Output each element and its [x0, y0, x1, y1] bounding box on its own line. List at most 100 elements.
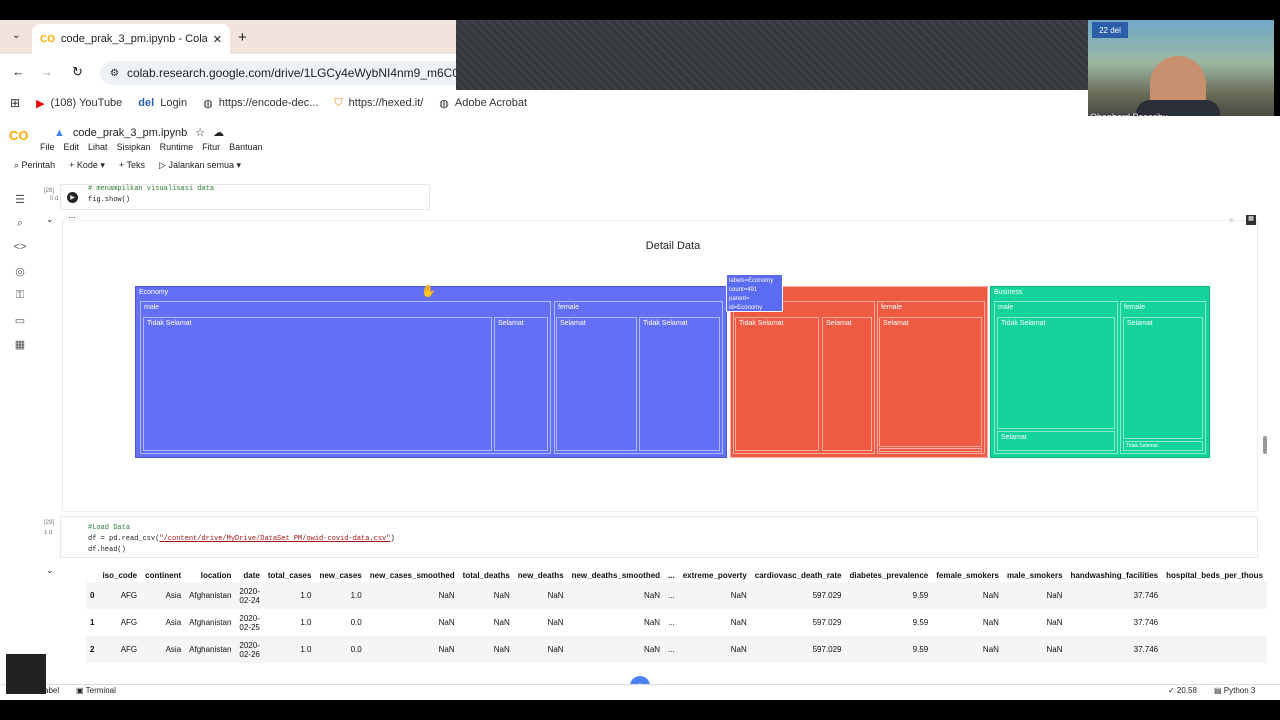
- menu-help[interactable]: Bantuan: [229, 142, 263, 152]
- plot-camera-icon[interactable]: ⌾: [1229, 216, 1234, 225]
- bookmark-login[interactable]: del Login: [138, 97, 188, 109]
- close-tab-icon[interactable]: ✕: [212, 33, 222, 46]
- table-column-header: date: [243, 570, 260, 580]
- kernel-icon: ▤: [1214, 686, 1224, 695]
- table-cell: NaN: [458, 582, 514, 609]
- command-search-button[interactable]: ⌕ Perintah: [14, 160, 56, 170]
- table-column-header: ...: [668, 570, 675, 580]
- table-cell: AFG: [98, 636, 142, 663]
- toc-icon[interactable]: ☰: [15, 194, 25, 206]
- table-cell: AFG: [98, 582, 142, 609]
- treemap-economy-female-tidak[interactable]: Tidak Selamat: [639, 317, 720, 451]
- notebook-header: ▲ code_prak_3_pm.ipynb ☆ ☁: [54, 126, 224, 140]
- treemap-business-female-selamat[interactable]: Selamat: [1123, 317, 1203, 439]
- treemap-business-male-selamat[interactable]: Selamat: [997, 431, 1115, 451]
- table-cell: ...: [668, 618, 675, 627]
- table-cell: 1: [90, 618, 95, 627]
- scrollbar-thumb[interactable]: [1263, 436, 1267, 454]
- code-cell-2[interactable]: [60, 516, 1258, 558]
- csv-path-string: "/content/drive/MyDrive/DataSet PM/owid-…: [159, 535, 391, 543]
- treemap-first-male-tidak[interactable]: Tidak Selamat: [735, 317, 819, 451]
- table-column-header: handwashing_facilities: [1070, 570, 1159, 580]
- menu-tools[interactable]: Fitur: [202, 142, 221, 152]
- add-code-button[interactable]: + Kode ▾: [69, 160, 105, 170]
- treemap-business-female-tidak[interactable]: Tidak Selamat: [1123, 441, 1203, 451]
- bookmark-hexed[interactable]: ⛉ https://hexed.it/: [334, 96, 424, 110]
- tab-list-chevron-icon[interactable]: ⌄: [12, 30, 21, 41]
- address-bar[interactable]: ⚙ colab.research.google.com/drive/1LGCy4…: [100, 61, 456, 85]
- apps-grid-icon[interactable]: ⊞: [10, 96, 21, 110]
- plotly-logo-icon[interactable]: ▦: [1246, 215, 1256, 225]
- drive-file-icon: ▲: [54, 126, 65, 139]
- table-row: 1 AFG Asia Afghanistan 2020-02-25 1.0 0.0 NaN Na…: [86, 609, 1267, 636]
- table-cell: 0.0: [350, 618, 362, 627]
- back-icon[interactable]: ←: [12, 64, 25, 79]
- table-column-header: new_cases: [319, 570, 362, 580]
- bookmark-acrobat[interactable]: ◍ Adobe Acrobat: [439, 97, 528, 110]
- variables-tab[interactable]: abel: [44, 686, 60, 695]
- table-cell: NaN: [678, 582, 751, 609]
- terminal-tab[interactable]: ▣ Terminal: [76, 686, 116, 695]
- secrets-key-icon[interactable]: ⚿: [15, 289, 25, 301]
- treemap-economy-male-selamat[interactable]: Selamat: [494, 317, 548, 451]
- table-cell: NaN: [567, 636, 665, 663]
- find-icon[interactable]: ⌕: [16, 217, 24, 229]
- notebook-name[interactable]: code_prak_3_pm.ipynb: [72, 126, 188, 139]
- table-cell: NaN: [365, 582, 459, 609]
- table-cell: 1.0: [263, 636, 316, 663]
- table-cell: NaN: [644, 618, 661, 627]
- treemap-business-male-tidak[interactable]: Tidak Selamat: [997, 317, 1115, 429]
- run-all-button[interactable]: ▷ Jalankan semua ▾: [159, 160, 242, 170]
- table-cell: NaN: [730, 618, 747, 627]
- runtime-status[interactable]: ✓ 20.58: [1168, 686, 1197, 695]
- reload-icon[interactable]: ↻: [72, 64, 83, 79]
- table-column-header: [86, 568, 98, 582]
- institution-logo: 22 del: [1092, 22, 1128, 38]
- collapse-output-icon[interactable]: ⌄: [46, 214, 54, 224]
- tab-title: code_prak_3_pm.ipynb - Colab: [61, 33, 207, 45]
- treemap-first-male-selamat[interactable]: Selamat: [822, 317, 872, 451]
- treemap-economy-female-selamat[interactable]: Selamat: [556, 317, 637, 451]
- table-cell: Asia: [141, 582, 186, 609]
- table-cell: 0: [86, 582, 99, 609]
- table-cell: NaN: [513, 636, 568, 663]
- table-header-row: iso_code continent location date total_cases…: [86, 568, 1267, 582]
- table-cell: Afghanistan: [189, 618, 232, 627]
- menu-insert[interactable]: Sisipkan: [116, 142, 151, 152]
- code-cell-1[interactable]: [60, 184, 430, 210]
- table-cell: 2020-02-24: [235, 582, 264, 609]
- bookmark-encode[interactable]: ◍ https://encode-dec...: [203, 97, 319, 110]
- hover-tooltip: labels=Economy count=491 parent= id=Econ…: [726, 274, 783, 312]
- menu-view[interactable]: Lihat: [88, 142, 108, 152]
- variables-icon[interactable]: ◎: [15, 266, 25, 278]
- bookmark-youtube[interactable]: ▶ (108) YouTube: [36, 97, 123, 110]
- treemap-first-female-tidak[interactable]: [879, 448, 982, 452]
- kernel-status[interactable]: ▤ Python 3: [1214, 686, 1256, 695]
- treemap-first-female-selamat[interactable]: Selamat: [879, 317, 982, 447]
- colab-logo-icon: CO: [9, 128, 29, 143]
- table-column-header: new_deaths_smoothed: [571, 570, 661, 580]
- new-tab-button[interactable]: +: [238, 29, 247, 46]
- run-cell-button[interactable]: ▶: [67, 192, 78, 203]
- files-folder-icon[interactable]: ▭: [14, 315, 26, 327]
- menu-runtime[interactable]: Runtime: [159, 142, 194, 152]
- table-cell: AFG: [120, 618, 138, 627]
- table-cell: NaN: [932, 636, 1003, 663]
- browser-tab[interactable]: CO code_prak_3_pm.ipynb - Colab ✕: [32, 24, 230, 54]
- table-cell: 597.029: [812, 618, 842, 627]
- treemap-economy-male-tidak[interactable]: Tidak Selamat: [143, 317, 492, 451]
- output-menu-icon[interactable]: ⋯: [68, 213, 76, 222]
- menu-edit[interactable]: Edit: [63, 142, 80, 152]
- site-info-icon[interactable]: ⚙: [110, 67, 119, 79]
- table-cell: 9.59: [845, 582, 933, 609]
- table-column-header: iso_code: [102, 570, 138, 580]
- forward-icon[interactable]: →: [40, 64, 53, 79]
- star-icon[interactable]: ☆: [195, 127, 206, 139]
- table-cell: NaN: [982, 618, 999, 627]
- status-bar: [0, 684, 1280, 700]
- add-text-button[interactable]: + Teks: [118, 160, 146, 170]
- collapse-output-icon[interactable]: ⌄: [46, 565, 54, 575]
- menu-file[interactable]: File: [40, 142, 55, 152]
- table-icon[interactable]: ▦: [14, 339, 26, 351]
- code-snippets-icon[interactable]: <>: [13, 241, 27, 253]
